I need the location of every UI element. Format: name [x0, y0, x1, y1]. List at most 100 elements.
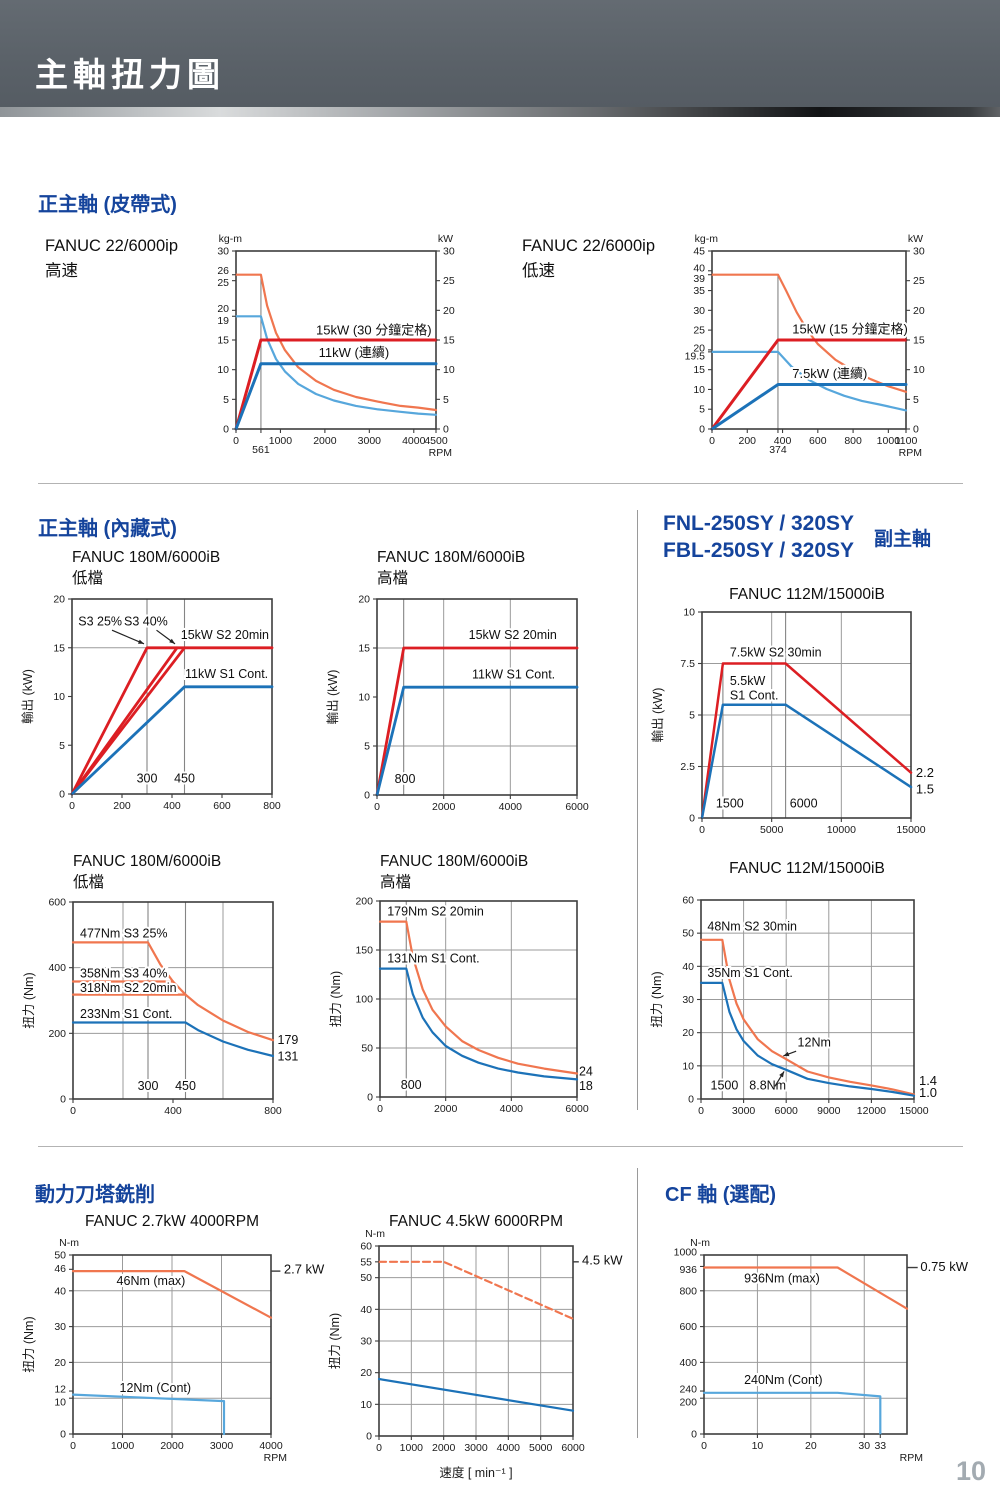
- svg-text:0: 0: [60, 1429, 66, 1441]
- svg-text:46: 46: [54, 1263, 66, 1275]
- model-name: FANUC 180M/6000iB: [377, 549, 526, 566]
- svg-text:800: 800: [844, 435, 862, 447]
- svg-text:20: 20: [358, 594, 370, 606]
- svg-text:15: 15: [693, 364, 705, 376]
- svg-text:600: 600: [679, 1321, 697, 1333]
- svg-text:30: 30: [913, 246, 925, 258]
- svg-text:0: 0: [688, 1094, 694, 1106]
- chart-label-turret-45: FANUC 4.5kW 6000RPM: [389, 1213, 563, 1230]
- chart-label-inner-high-power: FANUC 180M/6000iB 高檔: [377, 547, 525, 589]
- column-divider-2: [637, 1168, 638, 1438]
- svg-text:20: 20: [805, 1440, 817, 1452]
- svg-text:179Nm S2 20min: 179Nm S2 20min: [387, 905, 484, 919]
- svg-text:7.5kW S2 30min: 7.5kW S2 30min: [730, 645, 822, 659]
- svg-text:0: 0: [364, 790, 370, 802]
- svg-text:S3 40%: S3 40%: [124, 614, 168, 628]
- svg-text:扭力 (Nm): 扭力 (Nm): [22, 972, 36, 1028]
- svg-text:25: 25: [217, 277, 229, 289]
- speed-mode: 低速: [522, 262, 555, 280]
- svg-text:40: 40: [360, 1304, 372, 1316]
- svg-text:10: 10: [358, 692, 370, 704]
- svg-text:RPM: RPM: [264, 1452, 287, 1464]
- svg-text:5: 5: [443, 394, 449, 406]
- svg-text:150: 150: [355, 945, 373, 957]
- svg-text:15kW S2 20min: 15kW S2 20min: [181, 628, 269, 642]
- svg-text:kg-m: kg-m: [695, 233, 719, 245]
- svg-text:25: 25: [693, 325, 705, 337]
- svg-text:S3 25%: S3 25%: [78, 614, 122, 628]
- svg-text:6000: 6000: [565, 801, 589, 813]
- svg-text:10: 10: [54, 1397, 66, 1409]
- svg-text:30: 30: [682, 994, 694, 1006]
- gear-mode: 低檔: [72, 570, 104, 587]
- svg-text:15kW (30 分鐘定格): 15kW (30 分鐘定格): [316, 323, 432, 338]
- svg-text:600: 600: [213, 800, 231, 812]
- svg-text:3000: 3000: [358, 435, 382, 447]
- svg-text:0: 0: [689, 813, 695, 825]
- svg-text:15000: 15000: [896, 824, 925, 836]
- svg-text:kW: kW: [438, 233, 453, 245]
- svg-text:48Nm S2 30min: 48Nm S2 30min: [707, 920, 797, 934]
- svg-text:2.5: 2.5: [680, 761, 695, 773]
- chart-label-belt-low: FANUC 22/6000ip 低速: [522, 234, 655, 284]
- svg-text:0: 0: [699, 824, 705, 836]
- svg-text:3000: 3000: [732, 1105, 756, 1117]
- svg-text:30: 30: [693, 305, 705, 317]
- svg-text:20: 20: [682, 1027, 694, 1039]
- svg-text:20: 20: [54, 1357, 66, 1369]
- svg-text:400: 400: [679, 1357, 697, 1369]
- section-divider-2: [38, 1146, 963, 1147]
- chart-sub-power: 0 2.5 5 7.5 10 0 5000 10000 15000 輸出 (kW) 7.5kW S2…: [650, 607, 934, 837]
- svg-text:50: 50: [54, 1250, 66, 1262]
- svg-text:477Nm S3 25%: 477Nm S3 25%: [80, 926, 168, 940]
- svg-text:800: 800: [264, 1105, 282, 1117]
- svg-text:5: 5: [223, 394, 229, 406]
- svg-text:5: 5: [699, 404, 705, 416]
- svg-text:19: 19: [217, 315, 229, 327]
- svg-text:0.75 kW: 0.75 kW: [920, 1259, 968, 1274]
- model-line-1: FNL-250SY / 320SY: [663, 512, 855, 535]
- svg-text:1000: 1000: [111, 1440, 135, 1452]
- svg-text:30: 30: [217, 246, 229, 258]
- svg-text:15: 15: [358, 643, 370, 655]
- chart-label-belt-high: FANUC 22/6000ip 高速: [45, 234, 178, 284]
- svg-text:936: 936: [679, 1264, 697, 1276]
- svg-text:N-m: N-m: [59, 1237, 79, 1249]
- header-gradient-strip: [0, 107, 1000, 117]
- svg-text:12000: 12000: [857, 1105, 886, 1117]
- svg-text:800: 800: [679, 1285, 697, 1297]
- svg-text:15: 15: [443, 335, 455, 347]
- svg-text:800: 800: [401, 1078, 422, 1092]
- chart-turret-45: 0 10 20 30 40 50 55 60 0 1000 2000 3000 4000 5000 6000…: [328, 1228, 623, 1480]
- svg-text:600: 600: [48, 897, 66, 909]
- speed-mode: 高速: [45, 262, 78, 280]
- svg-text:0: 0: [691, 1429, 697, 1441]
- section-title-turret: 動力刀塔銑削: [35, 1184, 155, 1206]
- svg-text:300: 300: [138, 1079, 159, 1093]
- svg-text:25: 25: [913, 275, 925, 287]
- page-title: 主軸扭力圖: [35, 56, 225, 93]
- gear-mode: 高檔: [377, 570, 409, 587]
- svg-text:10: 10: [360, 1399, 372, 1411]
- svg-text:200: 200: [355, 896, 373, 908]
- chart-label-inner-low-power: FANUC 180M/6000iB 低檔: [72, 547, 220, 589]
- svg-text:1500: 1500: [711, 1079, 739, 1093]
- svg-text:4.5 kW: 4.5 kW: [582, 1252, 623, 1267]
- svg-text:20: 20: [913, 305, 925, 317]
- svg-text:5: 5: [59, 740, 65, 752]
- section-divider-1: [38, 483, 963, 484]
- svg-text:0: 0: [701, 1440, 707, 1452]
- chart-label-inner-high-torque: FANUC 180M/6000iB 高檔: [380, 851, 528, 893]
- svg-text:60: 60: [682, 895, 694, 907]
- svg-text:800: 800: [263, 800, 281, 812]
- svg-text:1100: 1100: [895, 435, 918, 447]
- svg-text:4000: 4000: [402, 435, 426, 447]
- svg-text:20: 20: [360, 1367, 372, 1379]
- svg-text:450: 450: [174, 771, 195, 785]
- svg-text:RPM: RPM: [900, 1452, 923, 1464]
